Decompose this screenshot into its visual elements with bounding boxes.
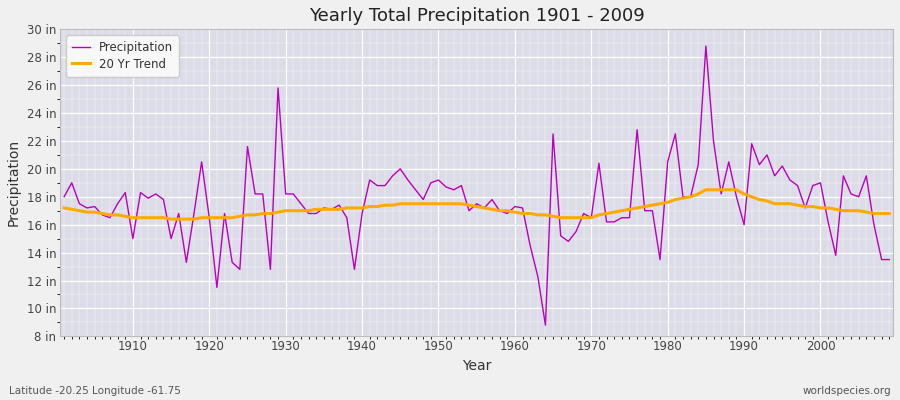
Precipitation	[288, 192, 299, 196]
Line: Precipitation: Precipitation	[64, 46, 889, 325]
20 Yr Trend	[509, 210, 520, 214]
20 Yr Trend	[295, 208, 306, 213]
20 Yr Trend	[700, 187, 711, 192]
20 Yr Trend	[166, 217, 176, 222]
Precipitation	[502, 211, 513, 216]
20 Yr Trend	[884, 211, 895, 216]
Text: Latitude -20.25 Longitude -61.75: Latitude -20.25 Longitude -61.75	[9, 386, 181, 396]
Precipitation	[334, 203, 345, 208]
Precipitation	[120, 190, 130, 195]
20 Yr Trend	[58, 206, 69, 210]
X-axis label: Year: Year	[462, 359, 491, 373]
20 Yr Trend	[518, 211, 528, 216]
Precipitation	[58, 194, 69, 199]
Text: worldspecies.org: worldspecies.org	[803, 386, 891, 396]
Line: 20 Yr Trend: 20 Yr Trend	[64, 190, 889, 219]
Title: Yearly Total Precipitation 1901 - 2009: Yearly Total Precipitation 1901 - 2009	[309, 7, 644, 25]
Legend: Precipitation, 20 Yr Trend: Precipitation, 20 Yr Trend	[67, 35, 179, 76]
Precipitation	[509, 204, 520, 209]
Y-axis label: Precipitation: Precipitation	[7, 139, 21, 226]
20 Yr Trend	[608, 210, 619, 214]
Precipitation	[608, 220, 619, 224]
Precipitation	[540, 323, 551, 328]
20 Yr Trend	[341, 206, 352, 210]
20 Yr Trend	[120, 214, 130, 219]
Precipitation	[884, 257, 895, 262]
Precipitation	[700, 44, 711, 48]
